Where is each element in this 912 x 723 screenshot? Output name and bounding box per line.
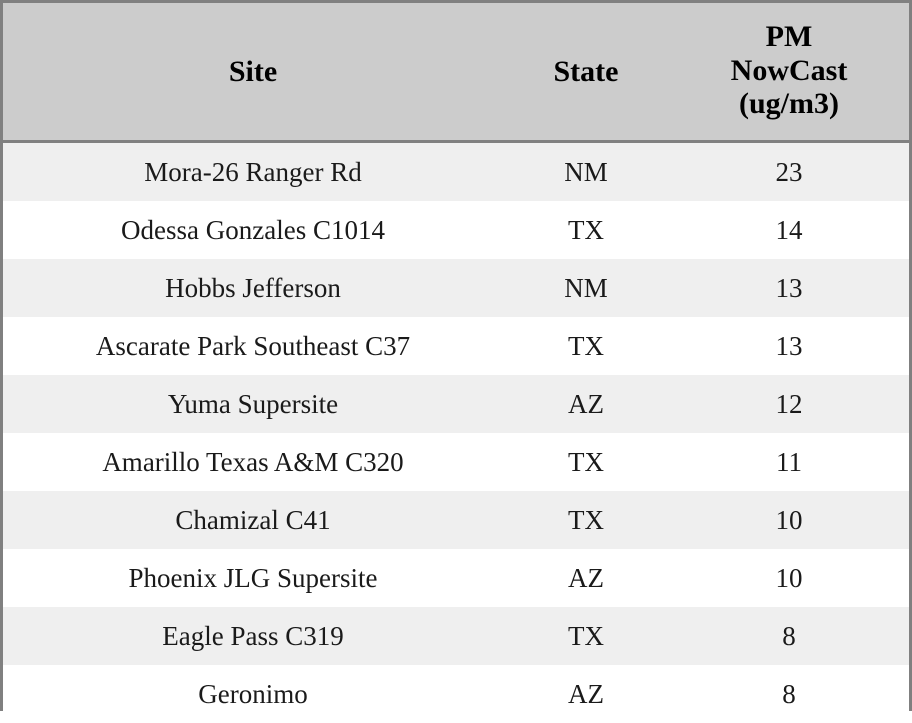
cell-site: Hobbs Jefferson — [3, 259, 503, 317]
cell-state: AZ — [503, 665, 669, 723]
cell-pm-nowcast: 10 — [669, 491, 909, 549]
cell-site: Amarillo Texas A&M C320 — [3, 433, 503, 491]
cell-state: TX — [503, 201, 669, 259]
table-body: Mora-26 Ranger Rd NM 23 Odessa Gonzales … — [3, 142, 909, 723]
cell-state: TX — [503, 491, 669, 549]
column-header-state-label: State — [554, 55, 619, 88]
column-header-pm-nowcast: PM NowCast (ug/m3) — [669, 3, 909, 142]
table-header: Site State PM NowCast (ug/m3) — [3, 3, 909, 142]
cell-state: TX — [503, 433, 669, 491]
table-row: Hobbs Jefferson NM 13 — [3, 259, 909, 317]
cell-site: Mora-26 Ranger Rd — [3, 142, 503, 202]
cell-pm-nowcast: 10 — [669, 549, 909, 607]
cell-site: Chamizal C41 — [3, 491, 503, 549]
cell-pm-nowcast: 11 — [669, 433, 909, 491]
table-row: Phoenix JLG Supersite AZ 10 — [3, 549, 909, 607]
column-header-pm-nowcast-line3: (ug/m3) — [673, 87, 905, 121]
header-row: Site State PM NowCast (ug/m3) — [3, 3, 909, 142]
cell-site: Yuma Supersite — [3, 375, 503, 433]
table-row: Geronimo AZ 8 — [3, 665, 909, 723]
cell-state: AZ — [503, 549, 669, 607]
cell-pm-nowcast: 12 — [669, 375, 909, 433]
column-header-site: Site — [3, 3, 503, 142]
table-row: Amarillo Texas A&M C320 TX 11 — [3, 433, 909, 491]
table-row: Mora-26 Ranger Rd NM 23 — [3, 142, 909, 202]
cell-pm-nowcast: 8 — [669, 665, 909, 723]
column-header-pm-nowcast-line2: NowCast — [673, 54, 905, 88]
cell-state: AZ — [503, 375, 669, 433]
column-header-state: State — [503, 3, 669, 142]
cell-pm-nowcast: 13 — [669, 317, 909, 375]
table-row: Odessa Gonzales C1014 TX 14 — [3, 201, 909, 259]
cell-state: NM — [503, 259, 669, 317]
cell-state: TX — [503, 607, 669, 665]
cell-pm-nowcast: 14 — [669, 201, 909, 259]
cell-site: Eagle Pass C319 — [3, 607, 503, 665]
cell-pm-nowcast: 23 — [669, 142, 909, 202]
column-header-pm-nowcast-line1: PM — [673, 20, 905, 54]
table-row: Chamizal C41 TX 10 — [3, 491, 909, 549]
cell-site: Odessa Gonzales C1014 — [3, 201, 503, 259]
cell-state: TX — [503, 317, 669, 375]
cell-site: Phoenix JLG Supersite — [3, 549, 503, 607]
table-row: Ascarate Park Southeast C37 TX 13 — [3, 317, 909, 375]
cell-state: NM — [503, 142, 669, 202]
cell-pm-nowcast: 13 — [669, 259, 909, 317]
cell-site: Geronimo — [3, 665, 503, 723]
table-row: Yuma Supersite AZ 12 — [3, 375, 909, 433]
cell-pm-nowcast: 8 — [669, 607, 909, 665]
pm-nowcast-table: Site State PM NowCast (ug/m3) Mora-26 Ra… — [3, 3, 909, 723]
table-row: Eagle Pass C319 TX 8 — [3, 607, 909, 665]
column-header-site-label: Site — [229, 55, 277, 88]
cell-site: Ascarate Park Southeast C37 — [3, 317, 503, 375]
